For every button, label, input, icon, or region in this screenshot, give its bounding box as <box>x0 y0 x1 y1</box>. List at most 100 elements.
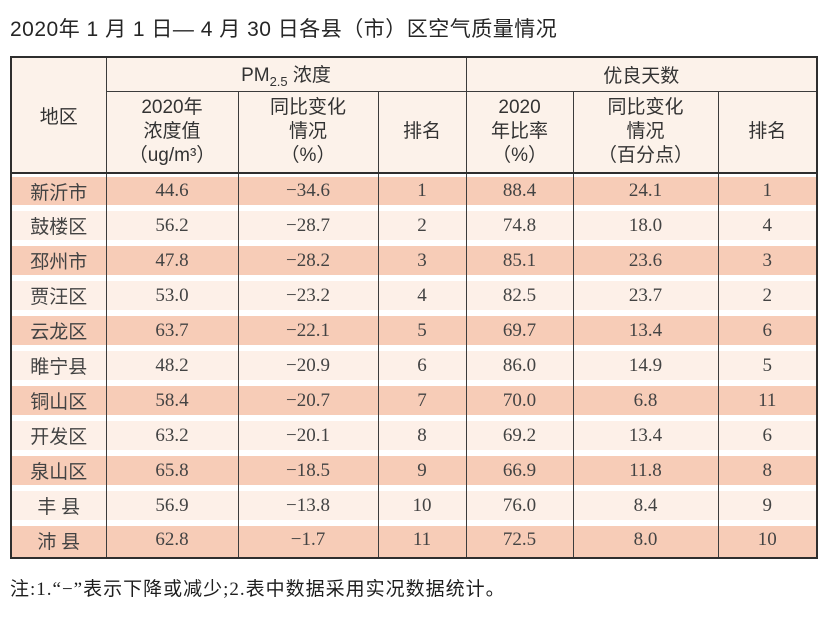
value-cell: −22.1 <box>237 313 379 348</box>
value-cell: 66.9 <box>465 453 574 488</box>
sub-header-row: 2020年 浓度值 （ug/m³） 同比变化 情况 （%） 排名 2020 年比… <box>11 90 818 174</box>
value-cell: −23.2 <box>237 278 379 313</box>
value-cell: 70.0 <box>465 383 574 418</box>
table-row: 鼓楼区 56.2 −28.7 2 74.8 18.0 4 <box>10 208 818 243</box>
value-cell: 69.7 <box>465 313 574 348</box>
value-cell: 86.0 <box>465 348 574 383</box>
value-cell: 6 <box>717 313 818 348</box>
value-cell: −34.6 <box>237 173 379 208</box>
value-cell: 7 <box>377 383 467 418</box>
table-row: 沛 县 62.8 −1.7 11 72.5 8.0 10 <box>10 523 818 558</box>
region-cell: 铜山区 <box>10 383 107 418</box>
group-header-row: 地区 PM2.5 浓度 优良天数 <box>10 56 818 174</box>
value-cell: 11 <box>377 523 467 558</box>
column-header-concentration-2020: 2020年 浓度值 （ug/m³） <box>105 90 239 174</box>
value-cell: −20.1 <box>237 418 379 453</box>
value-cell: 82.5 <box>465 278 574 313</box>
table-row: 开发区 63.2 −20.1 8 69.2 13.4 6 <box>10 418 818 453</box>
value-cell: 10 <box>377 488 467 523</box>
value-cell: 9 <box>717 488 818 523</box>
value-cell: −20.7 <box>237 383 379 418</box>
value-cell: 5 <box>377 313 467 348</box>
value-cell: −20.9 <box>237 348 379 383</box>
value-cell: 13.4 <box>572 313 719 348</box>
value-cell: 65.8 <box>105 453 239 488</box>
footnote: 注:1.“−”表示下降或减少;2.表中数据采用实况数据统计。 <box>10 579 506 600</box>
value-cell: 18.0 <box>572 208 719 243</box>
value-cell: 4 <box>377 278 467 313</box>
value-cell: 13.4 <box>572 418 719 453</box>
air-quality-table: 地区 PM2.5 浓度 优良天数 2020年 浓度值 （ug/m³） 同比变化 … <box>10 56 819 559</box>
value-cell: 47.8 <box>105 243 239 278</box>
table-body: 新沂市 44.6 −34.6 1 88.4 24.1 1 鼓楼区 56.2 −28.7 2 74.8 1… <box>10 173 818 558</box>
value-cell: −28.7 <box>237 208 379 243</box>
value-cell: 8.4 <box>572 488 719 523</box>
value-cell: 88.4 <box>465 173 574 208</box>
page-title: 2020年 1 月 1 日— 4 月 30 日各县（市）区空气质量情况 <box>10 18 558 41</box>
value-cell: 76.0 <box>465 488 574 523</box>
region-cell: 邳州市 <box>10 243 107 278</box>
value-cell: 23.6 <box>572 243 719 278</box>
region-cell: 泉山区 <box>10 453 107 488</box>
value-cell: 8.0 <box>572 523 719 558</box>
value-cell: 14.9 <box>572 348 719 383</box>
value-cell: 72.5 <box>465 523 574 558</box>
table-header: 地区 PM2.5 浓度 优良天数 2020年 浓度值 （ug/m³） 同比变化 … <box>10 56 818 174</box>
value-cell: 63.7 <box>105 313 239 348</box>
table-row: 铜山区 58.4 −20.7 7 70.0 6.8 11 <box>10 383 818 418</box>
value-cell: 3 <box>717 243 818 278</box>
column-header-ratio-2020: 2020 年比率 （%） <box>465 90 574 174</box>
value-cell: −28.2 <box>237 243 379 278</box>
value-cell: 9 <box>377 453 467 488</box>
table-row: 贾汪区 53.0 −23.2 4 82.5 23.7 2 <box>10 278 818 313</box>
value-cell: 10 <box>717 523 818 558</box>
value-cell: 69.2 <box>465 418 574 453</box>
table-row: 泉山区 65.8 −18.5 9 66.9 11.8 8 <box>10 453 818 488</box>
region-cell: 沛 县 <box>10 523 107 558</box>
table-row: 丰 县 56.9 −13.8 10 76.0 8.4 9 <box>10 488 818 523</box>
value-cell: −18.5 <box>237 453 379 488</box>
table-row: 邳州市 47.8 −28.2 3 85.1 23.6 3 <box>10 243 818 278</box>
value-cell: 6 <box>377 348 467 383</box>
region-cell: 丰 县 <box>10 488 107 523</box>
pm25-suffix: 浓度 <box>287 64 331 86</box>
value-cell: 11 <box>717 383 818 418</box>
value-cell: 63.2 <box>105 418 239 453</box>
column-header-yoy-change-points: 同比变化 情况 （百分点） <box>572 90 719 174</box>
value-cell: 56.2 <box>105 208 239 243</box>
value-cell: 2 <box>377 208 467 243</box>
value-cell: 8 <box>717 453 818 488</box>
value-cell: 48.2 <box>105 348 239 383</box>
column-group-pm25: PM2.5 浓度 <box>105 56 467 92</box>
value-cell: 11.8 <box>572 453 719 488</box>
value-cell: 3 <box>377 243 467 278</box>
region-cell: 新沂市 <box>10 173 107 208</box>
value-cell: 23.7 <box>572 278 719 313</box>
column-header-rank-good-days: 排名 <box>717 90 818 174</box>
value-cell: 2 <box>717 278 818 313</box>
column-header-region: 地区 <box>10 56 107 174</box>
value-cell: −13.8 <box>237 488 379 523</box>
value-cell: 53.0 <box>105 278 239 313</box>
value-cell: 1 <box>717 173 818 208</box>
pm25-subscript: 2.5 <box>269 73 288 89</box>
region-cell: 云龙区 <box>10 313 107 348</box>
column-header-rank-pm25: 排名 <box>377 90 467 174</box>
value-cell: 74.8 <box>465 208 574 243</box>
column-group-good-days: 优良天数 <box>465 56 818 92</box>
value-cell: 8 <box>377 418 467 453</box>
value-cell: 1 <box>377 173 467 208</box>
table-row: 睢宁县 48.2 −20.9 6 86.0 14.9 5 <box>10 348 818 383</box>
column-header-yoy-change-pct: 同比变化 情况 （%） <box>237 90 379 174</box>
region-cell: 鼓楼区 <box>10 208 107 243</box>
region-cell: 贾汪区 <box>10 278 107 313</box>
table-row: 云龙区 63.7 −22.1 5 69.7 13.4 6 <box>10 313 818 348</box>
value-cell: 24.1 <box>572 173 719 208</box>
value-cell: 44.6 <box>105 173 239 208</box>
value-cell: 5 <box>717 348 818 383</box>
value-cell: 62.8 <box>105 523 239 558</box>
region-cell: 睢宁县 <box>10 348 107 383</box>
value-cell: 6 <box>717 418 818 453</box>
value-cell: −1.7 <box>237 523 379 558</box>
